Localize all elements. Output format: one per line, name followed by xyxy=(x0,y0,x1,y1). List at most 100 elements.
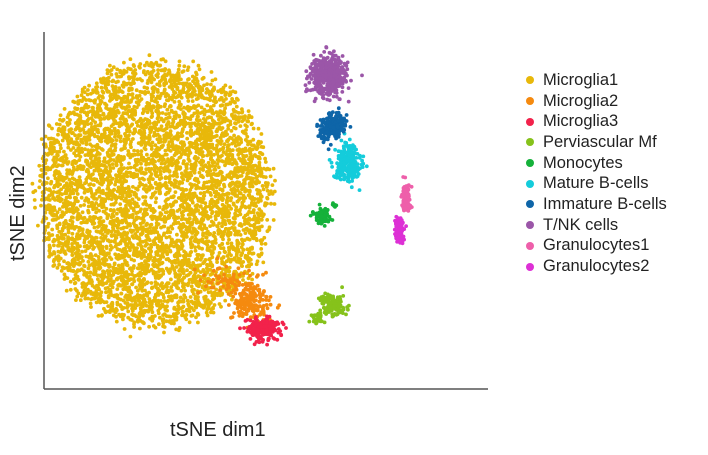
data-point xyxy=(75,288,79,293)
data-point xyxy=(69,148,73,152)
data-point xyxy=(156,119,161,124)
data-point xyxy=(231,245,235,249)
data-point xyxy=(235,199,240,204)
data-point xyxy=(228,135,233,140)
data-point xyxy=(79,93,84,98)
data-point xyxy=(188,265,193,270)
data-point xyxy=(139,161,143,166)
data-point xyxy=(115,67,120,72)
data-point xyxy=(133,71,138,76)
data-point xyxy=(205,165,210,170)
data-point xyxy=(214,287,219,292)
data-point xyxy=(226,143,231,148)
data-point xyxy=(89,305,93,309)
data-point xyxy=(93,144,98,149)
data-point xyxy=(148,63,153,68)
data-point xyxy=(57,189,61,194)
data-point xyxy=(193,161,198,166)
data-point xyxy=(143,117,148,121)
data-point xyxy=(103,229,108,234)
data-point xyxy=(134,100,139,105)
data-point xyxy=(211,111,216,116)
data-point xyxy=(75,94,80,99)
data-point xyxy=(95,110,100,115)
data-point xyxy=(166,146,171,150)
data-point xyxy=(94,91,99,95)
data-point xyxy=(211,204,216,209)
data-point xyxy=(271,166,276,171)
data-point xyxy=(82,85,87,90)
data-point xyxy=(133,306,138,310)
data-point xyxy=(160,111,165,115)
data-point xyxy=(170,109,174,114)
data-point xyxy=(75,217,80,222)
data-point xyxy=(115,287,120,291)
data-point xyxy=(143,207,147,212)
data-point xyxy=(201,183,206,188)
data-point xyxy=(85,243,89,248)
data-point xyxy=(128,228,133,233)
data-point xyxy=(149,80,154,85)
data-point xyxy=(167,104,172,109)
data-point xyxy=(159,68,164,73)
data-point xyxy=(105,269,110,273)
data-point xyxy=(108,269,113,273)
data-point xyxy=(191,226,196,231)
data-point xyxy=(188,132,193,137)
data-point xyxy=(133,68,138,72)
data-point xyxy=(186,283,190,288)
data-point xyxy=(222,110,227,115)
data-point xyxy=(101,95,105,100)
data-point xyxy=(165,252,170,257)
data-point xyxy=(252,143,256,148)
data-point xyxy=(103,177,107,182)
data-point xyxy=(146,90,151,95)
data-point xyxy=(213,241,218,245)
data-point xyxy=(66,145,71,150)
data-point xyxy=(132,127,137,132)
data-point xyxy=(47,245,52,250)
data-point xyxy=(240,115,245,120)
data-point xyxy=(159,291,164,296)
data-point xyxy=(119,188,123,193)
data-point xyxy=(105,238,110,243)
data-point xyxy=(123,132,127,136)
data-point xyxy=(139,149,144,154)
data-point xyxy=(124,70,129,74)
data-point xyxy=(38,173,43,178)
data-point xyxy=(84,254,89,259)
data-point xyxy=(138,166,143,171)
data-point xyxy=(227,161,232,166)
data-point xyxy=(186,229,190,234)
data-point xyxy=(74,225,79,229)
data-point xyxy=(201,268,206,272)
data-point xyxy=(79,137,84,142)
data-point xyxy=(248,257,253,262)
data-point xyxy=(197,186,202,190)
data-point xyxy=(108,139,112,144)
data-point xyxy=(208,190,213,195)
data-point xyxy=(145,187,149,192)
data-point xyxy=(57,122,62,127)
data-point xyxy=(111,166,116,170)
data-point xyxy=(188,270,193,275)
data-point xyxy=(104,106,108,110)
data-point xyxy=(168,297,173,302)
data-point xyxy=(159,91,164,96)
data-point xyxy=(123,247,127,252)
data-point xyxy=(109,234,114,238)
data-point xyxy=(251,126,256,131)
data-point xyxy=(137,64,142,69)
data-point xyxy=(268,174,273,179)
data-point xyxy=(229,196,234,200)
data-point xyxy=(246,237,250,241)
data-point xyxy=(185,268,189,273)
data-point xyxy=(243,123,248,127)
data-point xyxy=(187,82,192,86)
data-point xyxy=(67,177,72,182)
data-point xyxy=(83,181,87,186)
data-point xyxy=(208,157,213,162)
data-point xyxy=(148,223,153,228)
data-point xyxy=(62,266,67,271)
data-point xyxy=(130,172,135,176)
